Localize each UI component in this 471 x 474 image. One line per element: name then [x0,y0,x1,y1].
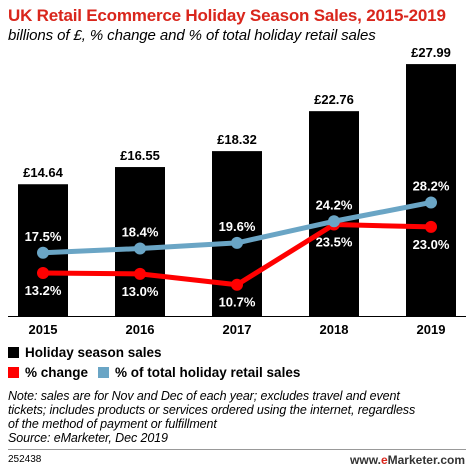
chart-id: 252438 [8,454,42,465]
share-point [37,246,49,259]
change-value-label: 13.0% [122,284,159,299]
change-point [134,267,146,280]
note-line-2: tickets; includes products or services o… [8,403,416,417]
brand-rest: Marketer.com [387,453,465,467]
change-value-label: 10.7% [219,295,256,310]
x-tick-label: 2019 [417,322,446,337]
bar-value-label: £27.99 [411,45,451,60]
note-line-1: Note: sales are for Nov and Dec of each … [8,389,400,403]
bar [115,167,165,316]
chart-title: UK Retail Ecommerce Holiday Season Sales… [8,6,446,25]
chart-subtitle: billions of £, % change and % of total h… [8,27,376,44]
x-tick-label: 2015 [29,322,58,337]
bar-value-label: £18.32 [217,132,257,147]
legend-row-2: % change % of total holiday retail sales [8,365,300,380]
legend-label-change: % change [25,365,89,380]
change-point [37,266,49,279]
bar-value-label: £22.76 [314,92,354,107]
share-point [231,236,243,249]
x-tick-label: 2018 [320,322,349,337]
change-value-label: 23.0% [413,237,450,252]
bar-value-label: £16.55 [120,148,160,163]
brand-prefix: www. [350,453,381,467]
brand-logo: www.eMarketer.com [350,453,465,467]
share-value-label: 28.2% [413,178,450,193]
legend-swatch-bars [8,347,19,358]
share-point [328,215,340,228]
change-point [231,278,243,291]
change-value-label: 13.2% [25,283,62,298]
bar [309,111,359,316]
brand-e: e [380,453,388,467]
share-value-label: 18.4% [122,225,159,240]
change-value-label: 23.5% [316,235,353,250]
chart-note: Note: sales are for Nov and Dec of each … [8,389,466,445]
change-point [425,220,437,233]
x-tick-label: 2016 [126,322,155,337]
legend-row-1: Holiday season sales [8,345,162,360]
bar [406,64,456,316]
share-value-label: 24.2% [316,197,353,212]
share-value-label: 19.6% [219,219,256,234]
x-tick-label: 2017 [223,322,252,337]
share-point [134,242,146,255]
share-point [425,196,437,209]
note-source: Source: eMarketer, Dec 2019 [8,431,168,445]
footer-divider [8,449,466,450]
share-value-label: 17.5% [25,229,62,244]
legend-swatch-change [8,367,19,378]
legend-label-share: % of total holiday retail sales [115,365,301,380]
note-line-3: of the method of payment or fulfillment [8,417,217,431]
bar-value-label: £14.64 [23,165,64,180]
legend-swatch-share [98,367,110,378]
legend-label-bars: Holiday season sales [25,345,162,360]
